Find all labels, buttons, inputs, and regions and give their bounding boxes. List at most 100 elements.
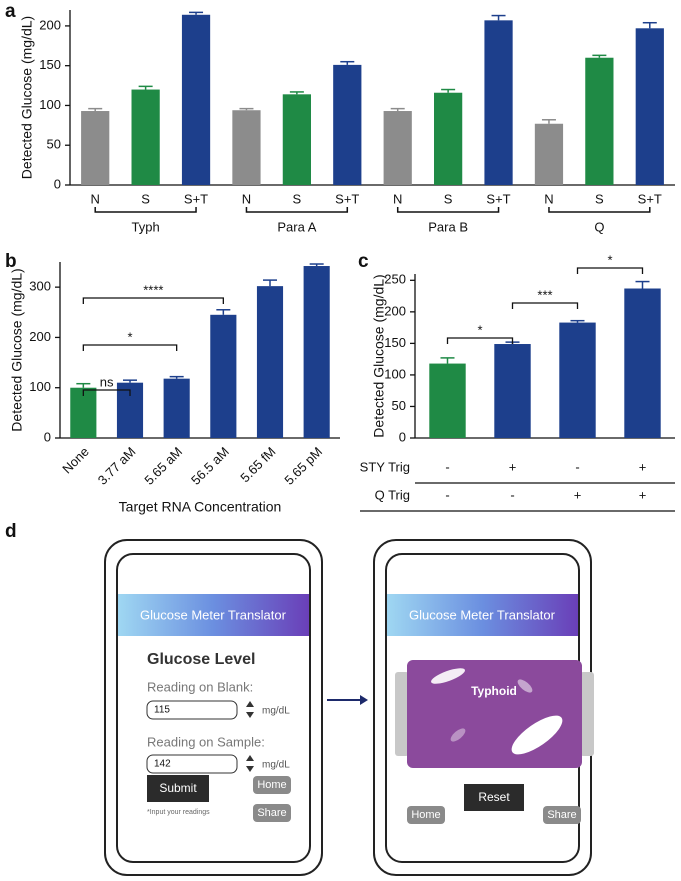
button-label[interactable]: Home <box>257 779 286 791</box>
phone-left: Glucose Meter Translator Glucose Level R… <box>104 539 323 876</box>
button-label[interactable]: Share <box>257 807 286 819</box>
bar <box>81 111 110 185</box>
x-tick-label: 5.65 fM <box>237 444 278 485</box>
x-tick-label: S <box>141 191 150 206</box>
significance-bracket <box>511 302 579 309</box>
button-label[interactable]: Home <box>411 809 440 821</box>
y-axis-title: Detected Glucose (mg/dL) <box>19 16 35 179</box>
button-label[interactable]: Share <box>547 809 576 821</box>
x-tick-label: S+T <box>184 191 208 206</box>
row-cell: + <box>639 459 647 474</box>
significance-label: ns <box>100 374 114 389</box>
group-label: Para A <box>277 219 316 234</box>
y-tick-label: 300 <box>29 279 51 294</box>
submit-button[interactable] <box>147 775 209 802</box>
y-tick-label: 0 <box>54 176 61 191</box>
x-tick-label: S <box>595 191 604 206</box>
y-tick-label: 150 <box>384 335 406 350</box>
significance-label: * <box>127 329 132 344</box>
significance-label: **** <box>143 282 163 297</box>
bar <box>585 57 614 185</box>
bar <box>210 314 237 438</box>
panel-label: c <box>358 251 369 272</box>
bar <box>559 322 596 438</box>
significance-bracket <box>82 297 224 304</box>
x-tick-label: N <box>91 191 100 206</box>
y-tick-label: 200 <box>384 303 406 318</box>
bar <box>333 64 362 185</box>
row-cell: - <box>575 459 579 474</box>
x-tick-label: S+T <box>638 191 662 206</box>
phone-right: Glucose Meter Translator Typhoid Reset H… <box>373 539 594 876</box>
y-tick-label: 150 <box>39 57 61 72</box>
panel-label: a <box>5 1 16 22</box>
app-header: Glucose Meter Translator <box>409 607 556 622</box>
note: *Input your readings <box>147 809 210 816</box>
x-tick-label: S+T <box>335 191 359 206</box>
button-label[interactable]: Submit <box>159 781 197 795</box>
row-cell: - <box>445 459 449 474</box>
x-tick-label: 5.65 aM <box>141 444 185 488</box>
group-bracket <box>245 207 349 213</box>
y-tick-label: 200 <box>39 17 61 32</box>
x-tick-label: S <box>444 191 453 206</box>
y-tick-label: 50 <box>47 137 61 152</box>
x-tick-label: N <box>393 191 402 206</box>
x-axis-title: Target RNA Concentration <box>119 499 282 515</box>
field-label: Reading on Blank: <box>147 679 253 694</box>
field-label: Reading on Sample: <box>147 734 265 749</box>
significance-label: *** <box>537 287 552 302</box>
y-axis-title: Detected Glucose (mg/dL) <box>371 274 387 437</box>
y-tick-label: 0 <box>44 429 51 444</box>
app-header: Glucose Meter Translator <box>140 607 287 622</box>
row-cell: - <box>510 487 514 502</box>
bar <box>70 387 97 438</box>
x-tick-label: N <box>544 191 553 206</box>
home-button[interactable] <box>407 806 445 824</box>
unit: mg/dL <box>262 706 290 717</box>
field-value: 115 <box>154 705 170 716</box>
bar <box>163 378 190 438</box>
heading: Glucose Level <box>147 651 256 668</box>
reset-button[interactable] <box>464 784 524 811</box>
group-label: Para B <box>428 219 468 234</box>
group-label: Typh <box>132 219 160 234</box>
panel-label: b <box>5 251 17 272</box>
y-tick-label: 200 <box>29 329 51 344</box>
share-button[interactable] <box>543 806 581 824</box>
bar <box>383 111 412 185</box>
y-tick-label: 0 <box>399 429 406 444</box>
x-tick-label: 5.65 pM <box>281 444 325 488</box>
bar <box>429 363 466 438</box>
y-tick-label: 100 <box>29 379 51 394</box>
group-label: Q <box>594 219 604 234</box>
group-bracket <box>396 207 500 213</box>
home-button[interactable] <box>253 776 291 794</box>
group-bracket <box>94 207 197 213</box>
bar <box>303 266 330 438</box>
arrow <box>327 695 368 705</box>
group-bracket <box>548 207 651 213</box>
unit: mg/dL <box>262 760 290 771</box>
share-button[interactable] <box>253 804 291 822</box>
x-tick-label: S+T <box>486 191 510 206</box>
bar <box>635 28 664 185</box>
bar <box>256 286 284 438</box>
x-tick-label: S <box>293 191 302 206</box>
row-cell: + <box>509 459 517 474</box>
y-tick-label: 50 <box>392 398 406 413</box>
bar <box>494 344 531 438</box>
y-tick-label: 100 <box>384 366 406 381</box>
row-cell: + <box>639 487 647 502</box>
row-label: STY Trig <box>360 459 410 474</box>
y-tick-label: 100 <box>39 97 61 112</box>
bar <box>484 20 513 185</box>
bar <box>624 288 661 438</box>
x-tick-label: None <box>59 444 92 477</box>
button-label[interactable]: Reset <box>478 790 510 804</box>
x-tick-label: N <box>242 191 251 206</box>
significance-bracket <box>82 389 131 396</box>
result: Typhoid <box>471 684 517 698</box>
significance-bracket <box>576 267 644 274</box>
